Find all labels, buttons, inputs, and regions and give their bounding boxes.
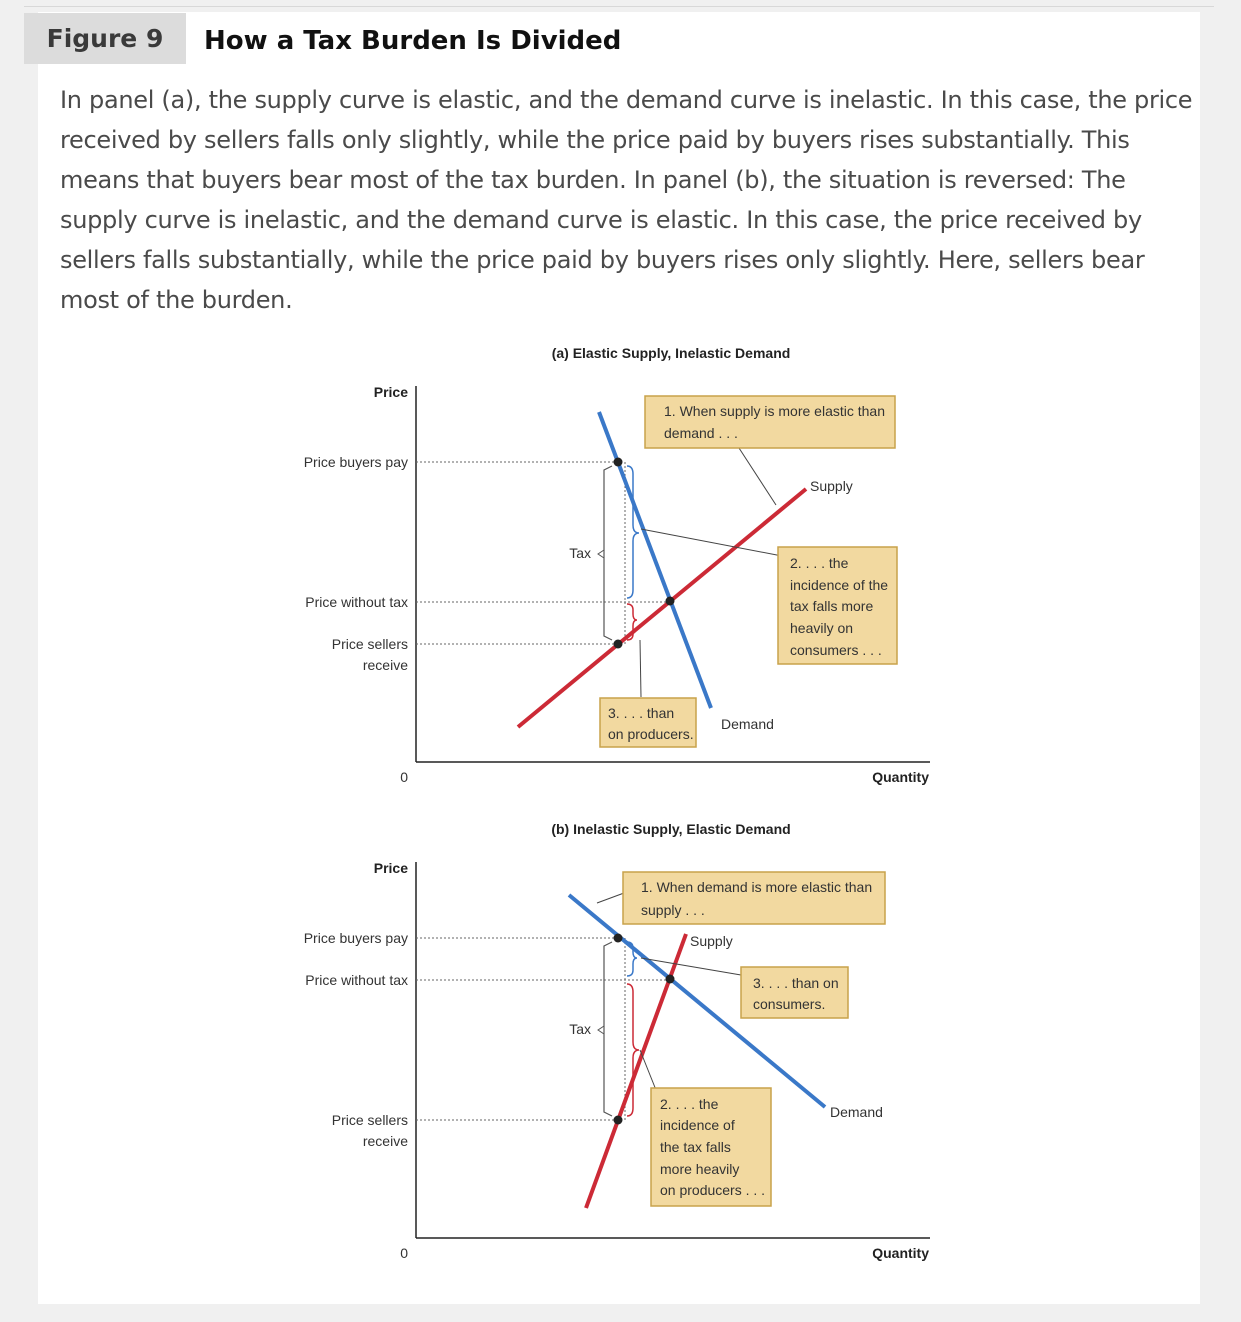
panel-b-price-sellers-line1: Price sellers: [332, 1112, 408, 1128]
panel-a-demand-label: Demand: [721, 716, 774, 732]
panel-a-demand-curve: [597, 411, 713, 709]
panel-b-callout-1-box: [622, 871, 886, 925]
figure-caption: In panel (a), the supply curve is elasti…: [60, 86, 1193, 314]
panel-a-leader-1: [738, 447, 777, 506]
panel-a-callout-2-line5: consumers . . .: [790, 642, 882, 658]
panel-b-y-label: Price: [374, 860, 408, 876]
panel-b-tax-label: Tax: [569, 1021, 591, 1037]
panel-a-seller-brace: [626, 603, 638, 641]
panel-a-supply-label: Supply: [810, 478, 853, 494]
panel-a-price-without-tax: Price without tax: [305, 594, 408, 610]
panel-a-price-buyers-pay: Price buyers pay: [304, 454, 408, 470]
panel-a-y-label: Price: [374, 384, 408, 400]
panel-b-callout-2-line5: on producers . . .: [660, 1182, 765, 1198]
panel-b-callout-3-box: [740, 966, 849, 1019]
panel-a-tax-bracket-tick: [597, 549, 605, 559]
panel-b-tax-bracket: [603, 941, 613, 1117]
panel-b-callout-2-line2: incidence of: [660, 1117, 735, 1133]
panel-a-x-label: Quantity: [872, 769, 929, 785]
panel-a-callout-2-line1: 2. . . . the: [790, 555, 849, 571]
panel-b-callout-2-line1: 2. . . . the: [660, 1096, 719, 1112]
panel-b-leader-1: [596, 892, 625, 904]
panel-a-leader-2: [640, 528, 783, 557]
panel-a-callout-2-line4: heavily on: [790, 620, 853, 636]
figure-card: [38, 12, 1200, 1304]
panel-a-callout-1-box: [644, 395, 896, 449]
panel-b-callout-3-line1: 3. . . . than on: [753, 975, 839, 991]
panel-a-price-sellers-line2: receive: [363, 657, 408, 673]
panel-b-price-buyers-pay: Price buyers pay: [304, 930, 408, 946]
panel-b-callout-2-box: [650, 1087, 772, 1207]
panel-b-callout-1-line1: 1. When demand is more elastic than: [641, 879, 872, 895]
panel-a-title: (a) Elastic Supply, Inelastic Demand: [552, 345, 791, 361]
panel-b-callout-2-line3: the tax falls: [660, 1139, 731, 1155]
panel-b-price-sellers-line2: receive: [363, 1133, 408, 1149]
panel-b-x-label: Quantity: [872, 1245, 929, 1261]
panel-a-callout-1-line2: demand . . .: [664, 425, 738, 441]
panel-a-point-sellers: [613, 639, 623, 649]
panel-a: (a) Elastic Supply, Inelastic Demand Pri…: [304, 345, 930, 785]
panel-a-callout-3-line1: 3. . . . than: [608, 705, 674, 721]
panel-a-point-equilibrium: [665, 596, 675, 606]
panel-a-callout-1-line1: 1. When supply is more elastic than: [664, 403, 885, 419]
panel-b-demand-curve: [567, 893, 827, 1109]
panel-a-buyer-brace: [626, 465, 640, 599]
panel-b-callout-1-line2: supply . . .: [641, 902, 705, 918]
panel-a-origin: 0: [400, 769, 408, 785]
panel-b-seller-brace: [626, 983, 640, 1117]
panel-a-point-buyers: [613, 457, 623, 467]
panel-b-demand-label: Demand: [830, 1104, 883, 1120]
panel-b-origin: 0: [400, 1245, 408, 1261]
top-divider: [24, 6, 1214, 7]
panel-a-price-sellers-line1: Price sellers: [332, 636, 408, 652]
panel-b-leader-2: [639, 1049, 657, 1091]
panel-a-tax-bracket: [603, 465, 613, 641]
panel-b-callout-3-line2: consumers.: [753, 996, 825, 1012]
panel-b-point-sellers: [613, 1115, 623, 1125]
panel-a-leader-3: [639, 639, 642, 698]
figure-label: Figure 9: [24, 13, 186, 64]
panel-a-callout-2-box: [777, 546, 898, 665]
panel-b-point-equilibrium: [665, 974, 675, 984]
panel-b-leader-3: [640, 957, 742, 976]
panel-b-supply-label: Supply: [690, 933, 733, 949]
panel-b-price-without-tax: Price without tax: [305, 972, 408, 988]
panel-b-point-buyers: [613, 933, 623, 943]
panel-a-callout-3-line2: on producers.: [608, 726, 694, 742]
panel-a-callout-3-box: [599, 697, 697, 748]
panel-a-supply-curve: [516, 487, 808, 729]
panel-b-tax-bracket-tick: [597, 1025, 605, 1035]
panel-a-tax-label: Tax: [569, 545, 591, 561]
panel-b-title: (b) Inelastic Supply, Elastic Demand: [551, 821, 790, 837]
panel-a-callout-2-line3: tax falls more: [790, 598, 873, 614]
figure-title: How a Tax Burden Is Divided: [204, 26, 622, 56]
panel-b: (b) Inelastic Supply, Elastic Demand Pri…: [304, 821, 930, 1261]
panel-b-callout-2-line4: more heavily: [660, 1161, 739, 1177]
panel-a-callout-2-line2: incidence of the: [790, 577, 888, 593]
